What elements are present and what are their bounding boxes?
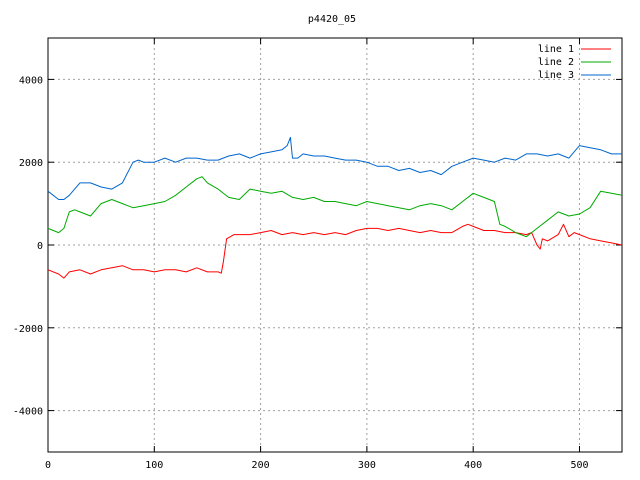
y-tick-label: -4000: [13, 407, 43, 418]
legend-label-2: line 2: [538, 57, 574, 68]
x-tick-label: 200: [252, 460, 270, 471]
legend-label-3: line 3: [538, 70, 574, 81]
grid: [48, 38, 622, 452]
x-tick-label: 400: [464, 460, 482, 471]
series-line-2: [47, 176, 623, 238]
series-line-3: [47, 136, 622, 200]
legend-label-1: line 1: [538, 44, 574, 55]
x-tick-label: 100: [145, 460, 163, 471]
y-tick-label: 2000: [19, 158, 43, 169]
series-line-1: [47, 223, 623, 279]
y-tick-label: 0: [37, 241, 43, 252]
chart-title: p4420_05: [308, 14, 356, 25]
y-tick-label: -2000: [13, 324, 43, 335]
legend: line 1 line 2 line 3: [538, 44, 611, 81]
axes: 0 100 200 300 400 500 -4000 -2000 0 2000 4000: [13, 38, 622, 471]
x-tick-label: 0: [45, 460, 51, 471]
x-tick-label: 500: [570, 460, 588, 471]
y-tick-label: 4000: [19, 75, 43, 86]
x-tick-label: 300: [358, 460, 376, 471]
series-group: [47, 136, 623, 279]
